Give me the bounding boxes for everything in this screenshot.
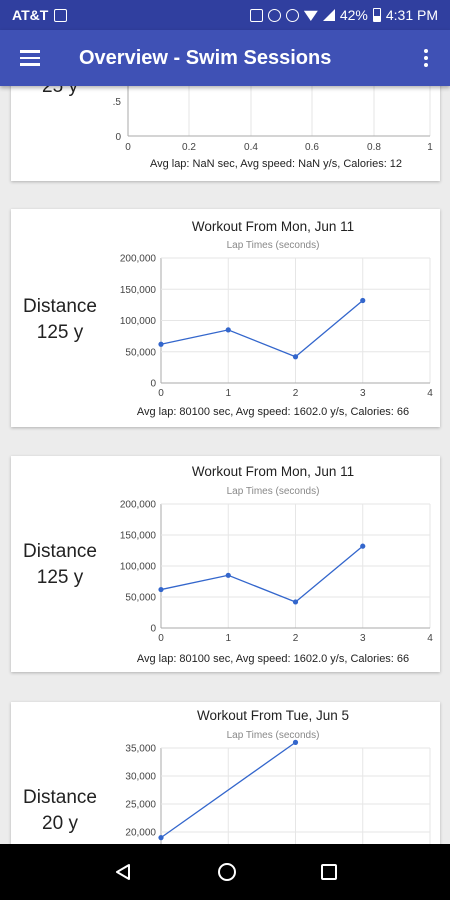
- x-tick-label: 4: [427, 388, 433, 399]
- x-tick-label: 1: [427, 142, 433, 153]
- lap-times-chart: Workout From Tue, Jun 5 Lap Times (secon…: [125, 708, 431, 844]
- distance-value: 125 y: [36, 567, 84, 588]
- wifi-icon: [303, 10, 318, 21]
- recent-apps-icon[interactable]: [321, 864, 338, 880]
- session-summary: Avg lap: 80100 sec, Avg speed: 1602.0 y/…: [137, 653, 409, 665]
- y-tick-label: 0: [115, 132, 121, 143]
- data-point: [360, 297, 366, 304]
- distance-label: Distance: [23, 787, 97, 808]
- x-tick-label: 2: [293, 633, 299, 644]
- x-tick-label: 3: [360, 388, 366, 399]
- session-summary: Avg lap: 80100 sec, Avg speed: 1602.0 y/…: [137, 406, 409, 418]
- session-card[interactable]: 25 y .5 0 0 0.2 0.4 0.6 0.8: [11, 86, 440, 181]
- y-tick-label: .5: [113, 97, 122, 108]
- status-bar: AT&T 42% 4:31 PM: [0, 0, 450, 30]
- menu-icon[interactable]: [0, 30, 60, 86]
- y-tick-label: 0: [150, 379, 156, 390]
- y-tick-label: 150,000: [120, 285, 157, 296]
- y-tick-label: 25,000: [125, 800, 156, 811]
- distance-value: 25 y: [42, 86, 78, 97]
- series-line: [160, 300, 364, 358]
- data-point: [292, 739, 299, 745]
- y-tick-label: 0: [150, 624, 156, 635]
- chart-title: Workout From Mon, Jun 11: [192, 219, 354, 234]
- page-title: Overview - Swim Sessions: [79, 46, 332, 69]
- x-tick-label: 0.4: [244, 142, 258, 153]
- chart-title: Workout From Tue, Jun 5: [197, 708, 349, 723]
- data-point: [360, 543, 366, 549]
- data-point: [158, 341, 164, 347]
- lap-times-chart: Workout From Mon, Jun 11 Lap Times (seco…: [120, 464, 433, 665]
- x-tick-label: 0.6: [305, 142, 319, 153]
- y-tick-label: 50,000: [125, 347, 156, 358]
- series-line: [160, 741, 296, 839]
- alarm-icon: [285, 8, 299, 22]
- y-tick-label: 20,000: [125, 828, 156, 839]
- x-tick-label: 4: [427, 633, 433, 644]
- data-point: [292, 599, 299, 605]
- gridlines: [127, 86, 431, 137]
- y-tick-label: 150,000: [120, 531, 157, 542]
- distance-label: Distance: [23, 296, 97, 317]
- distance-label: Distance: [23, 541, 97, 562]
- y-tick-label: 35,000: [125, 744, 156, 755]
- chart-subtitle: Lap Times (seconds): [227, 240, 320, 251]
- vibrate-icon: [267, 8, 281, 22]
- lap-times-chart: .5 0 0 0.2 0.4 0.6 0.8 1 Avg lap: NaN se…: [113, 86, 433, 170]
- y-tick-label: 30,000: [125, 772, 156, 783]
- app-bar: Overview - Swim Sessions: [0, 30, 450, 86]
- signal-icon: [322, 9, 335, 21]
- y-tick-label: 50,000: [125, 593, 156, 604]
- chart-subtitle: Lap Times (seconds): [227, 486, 320, 497]
- message-icon: [54, 8, 68, 22]
- clock: 4:31 PM: [385, 7, 438, 23]
- data-point: [225, 327, 231, 333]
- data-point: [225, 572, 231, 578]
- home-icon[interactable]: [217, 863, 236, 881]
- session-card[interactable]: Distance 125 y Workout From Mon, Jun 11 …: [11, 456, 440, 672]
- data-point: [158, 586, 164, 593]
- nfc-icon: [249, 8, 263, 22]
- y-tick-label: 100,000: [120, 316, 157, 327]
- x-tick-label: 2: [293, 388, 299, 399]
- chart-title: Workout From Mon, Jun 11: [192, 464, 354, 479]
- data-point: [158, 835, 164, 841]
- navigation-bar: [0, 844, 450, 900]
- series-line: [160, 545, 364, 603]
- y-tick-label: 200,000: [120, 254, 157, 265]
- distance-value: 125 y: [36, 322, 84, 343]
- distance-value: 20 y: [42, 813, 78, 834]
- session-list[interactable]: 25 y .5 0 0 0.2 0.4 0.6 0.8: [0, 86, 450, 844]
- back-icon[interactable]: [113, 862, 133, 882]
- x-tick-label: 0.2: [182, 142, 196, 153]
- carrier-label: AT&T: [12, 7, 49, 23]
- x-tick-label: 1: [225, 388, 231, 399]
- battery-percent: 42%: [339, 7, 368, 23]
- data-point: [292, 354, 299, 360]
- x-tick-label: 0.8: [367, 142, 381, 153]
- x-tick-label: 1: [225, 633, 231, 644]
- chart-subtitle: Lap Times (seconds): [227, 730, 320, 741]
- session-card[interactable]: Distance 20 y Workout From Tue, Jun 5 La…: [11, 702, 440, 844]
- x-tick-label: 3: [360, 633, 366, 644]
- x-tick-label: 0: [158, 388, 164, 399]
- x-tick-label: 0: [158, 633, 164, 644]
- more-options-icon[interactable]: [402, 30, 450, 86]
- session-card[interactable]: Distance 125 y Workout From Mon, Jun 11 …: [11, 209, 440, 427]
- battery-icon: [372, 8, 381, 22]
- x-tick-label: 0: [125, 142, 131, 153]
- y-tick-label: 200,000: [120, 500, 157, 511]
- lap-times-chart: Workout From Mon, Jun 11 Lap Times (seco…: [120, 219, 433, 418]
- session-summary: Avg lap: NaN sec, Avg speed: NaN y/s, Ca…: [150, 158, 402, 170]
- y-tick-label: 100,000: [120, 562, 157, 573]
